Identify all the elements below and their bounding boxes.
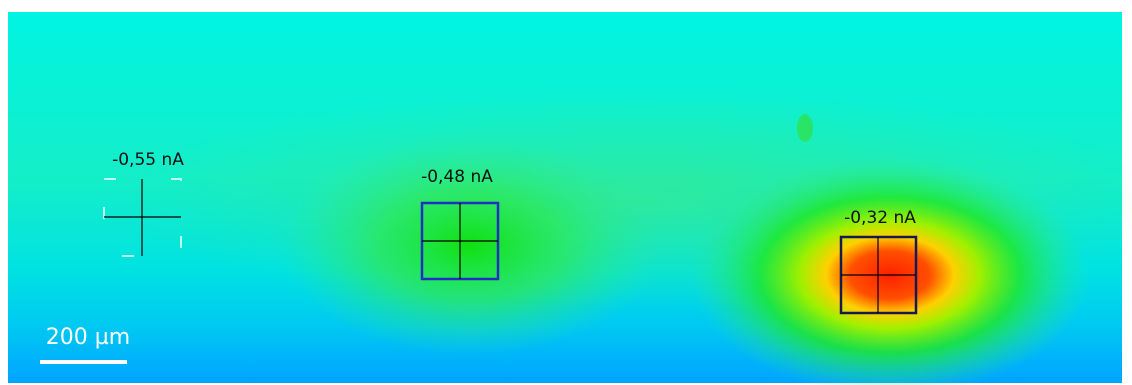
marker-label: -0,48 nA <box>421 167 493 187</box>
crosshair <box>104 179 181 256</box>
marker-label: -0,55 nA <box>112 150 184 170</box>
marker-label: -0,32 nA <box>844 208 916 228</box>
hotspot <box>280 135 660 355</box>
crosshair <box>422 203 498 279</box>
spot <box>797 114 813 142</box>
scale-bar-label: 200 µm <box>46 325 130 350</box>
crosshair <box>841 237 916 313</box>
hotspot <box>690 155 1090 385</box>
